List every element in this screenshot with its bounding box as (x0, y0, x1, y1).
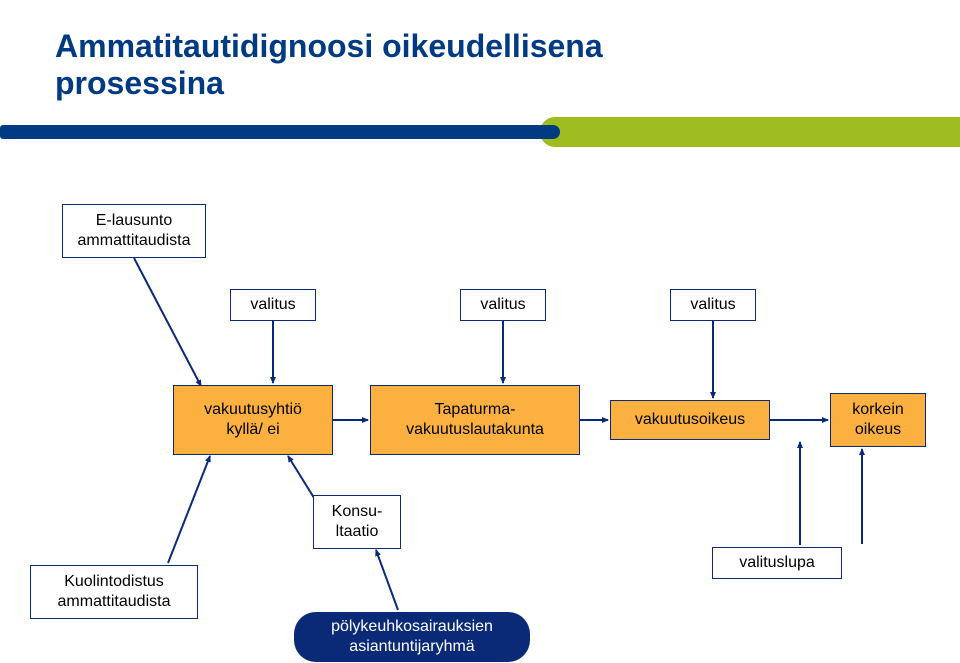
node-label: valitus (690, 295, 735, 315)
node-label: Konsu-ltaatio (332, 502, 383, 542)
node-tapaturma: Tapaturma-vakuutuslautakunta (370, 385, 580, 455)
node-valitus3: valitus (670, 289, 756, 321)
node-label: E-lausuntoammattitaudista (78, 211, 191, 251)
diagram-canvas: Ammatitautidignoosi oikeudellisenaproses… (0, 0, 960, 663)
node-label: valitus (250, 295, 295, 315)
node-label: pölykeuhkosairauksienasiantuntijaryhmä (331, 617, 493, 657)
edge (376, 550, 398, 610)
header-green-bar (540, 117, 960, 147)
node-label: vakuutusyhtiökyllä/ ei (204, 400, 302, 440)
header-blue-bar (0, 125, 560, 139)
node-valitus1: valitus (230, 289, 316, 321)
edge (288, 456, 316, 501)
node-label: vakuutusoikeus (635, 410, 745, 430)
node-valitus2: valitus (460, 289, 546, 321)
node-valituslupa: valituslupa (712, 547, 842, 579)
node-kuolintodistus: Kuolintodistusammattitaudista (30, 565, 198, 619)
node-label: valitus (480, 295, 525, 315)
node-vakuutusoikeus: vakuutusoikeus (610, 400, 770, 440)
edge (168, 456, 210, 563)
node-vakuutusyhtio: vakuutusyhtiökyllä/ ei (173, 385, 333, 455)
edge (134, 258, 201, 386)
node-label: Kuolintodistusammattitaudista (58, 572, 171, 612)
node-label: valituslupa (739, 553, 815, 573)
node-elausunto: E-lausuntoammattitaudista (62, 204, 206, 258)
page-title: Ammatitautidignoosi oikeudellisenaproses… (55, 28, 603, 102)
node-konsultaatio: Konsu-ltaatio (313, 495, 401, 549)
node-label: korkeinoikeus (852, 400, 904, 440)
node-korkein: korkeinoikeus (830, 393, 926, 447)
node-label: Tapaturma-vakuutuslautakunta (406, 400, 544, 440)
node-polykeuhko: pölykeuhkosairauksienasiantuntijaryhmä (294, 612, 530, 662)
